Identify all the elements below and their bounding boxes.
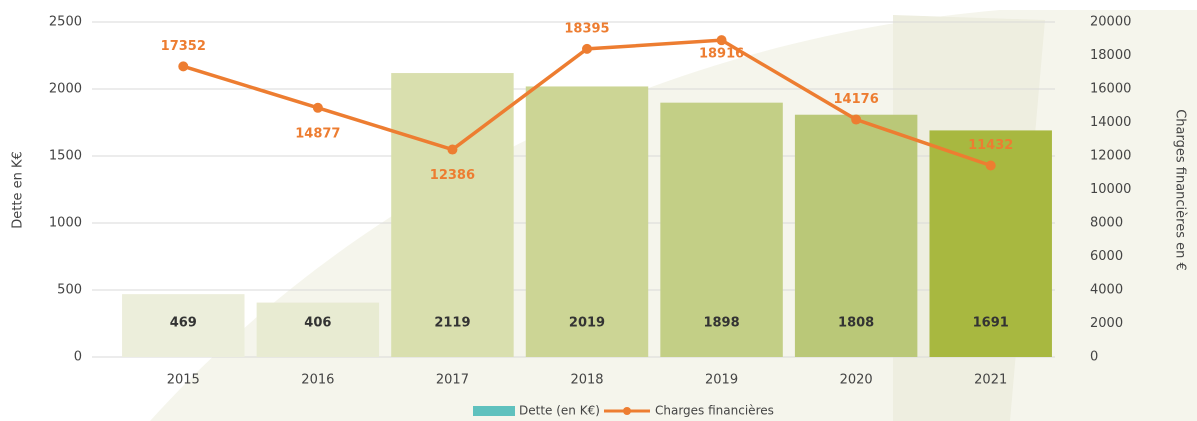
x-tick-label: 2016 <box>301 373 334 388</box>
bar <box>122 294 245 357</box>
legend-swatch <box>473 406 515 416</box>
data-label: 1898 <box>703 316 739 331</box>
data-label: 1808 <box>838 316 874 331</box>
y2-tick-label: 6000 <box>1090 249 1123 264</box>
data-label: 469 <box>170 316 197 331</box>
legend-label: Charges financières <box>655 404 774 418</box>
data-label: 18395 <box>564 21 609 36</box>
bar <box>794 114 918 357</box>
data-label: 17352 <box>161 39 206 54</box>
y2-tick-label: 8000 <box>1090 216 1123 231</box>
data-label: 1691 <box>973 316 1009 331</box>
line-point <box>447 144 458 155</box>
y-tick-label: 1500 <box>49 149 82 164</box>
legend-swatch <box>623 407 631 415</box>
line-point <box>985 160 996 171</box>
line-point <box>582 43 592 54</box>
legend-label: Dette (en K€) <box>519 404 600 418</box>
x-tick-label: 2021 <box>974 373 1007 388</box>
y2-tick-label: 16000 <box>1090 82 1131 97</box>
data-label: 11432 <box>968 138 1013 153</box>
line-point <box>312 102 323 113</box>
line-point <box>851 114 862 125</box>
y-tick-label: 1000 <box>49 216 82 231</box>
bar <box>525 86 649 357</box>
y2-tick-label: 10000 <box>1090 182 1131 197</box>
y-axis-title: Dette en K€ <box>11 151 26 229</box>
data-label: 12386 <box>430 168 475 183</box>
y2-tick-label: 18000 <box>1090 48 1131 63</box>
x-tick-label: 2017 <box>436 373 469 388</box>
y2-tick-label: 2000 <box>1090 316 1123 331</box>
y2-tick-label: 12000 <box>1090 149 1131 164</box>
bar <box>660 102 783 357</box>
x-tick-label: 2018 <box>570 373 603 388</box>
data-label: 18916 <box>699 47 744 62</box>
y2-tick-label: 20000 <box>1090 15 1131 30</box>
y2-tick-label: 0 <box>1090 350 1098 365</box>
x-tick-label: 2019 <box>705 373 738 388</box>
data-label: 2019 <box>569 316 605 331</box>
y2-tick-label: 14000 <box>1090 115 1131 130</box>
line-point <box>716 35 727 46</box>
y2-tick-label: 4000 <box>1090 283 1123 298</box>
data-label: 14176 <box>834 92 879 107</box>
y-tick-label: 2000 <box>49 82 82 97</box>
y-tick-label: 0 <box>74 350 82 365</box>
y-tick-label: 500 <box>57 283 82 298</box>
bar <box>256 302 380 357</box>
data-label: 2119 <box>434 316 470 331</box>
x-tick-label: 2015 <box>167 373 200 388</box>
line-point <box>178 61 189 72</box>
data-label: 406 <box>304 316 331 331</box>
x-tick-label: 2020 <box>840 373 873 388</box>
data-label: 14877 <box>295 126 340 141</box>
y-tick-label: 2500 <box>49 15 82 30</box>
y2-axis-title: Charges financières en € <box>1173 109 1188 271</box>
